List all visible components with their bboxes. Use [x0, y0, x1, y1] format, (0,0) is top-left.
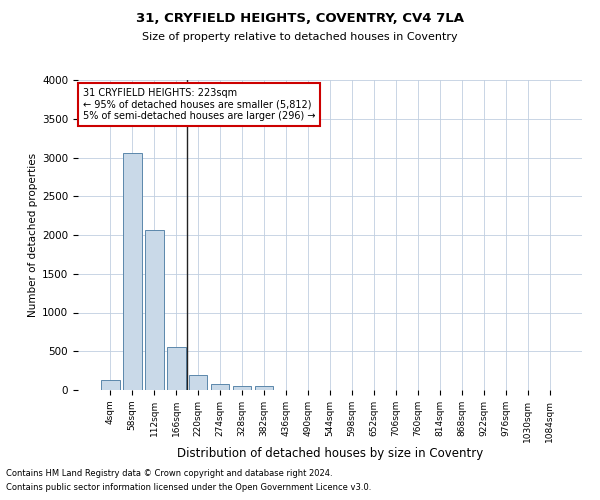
Bar [211, 384, 229, 390]
Y-axis label: Number of detached properties: Number of detached properties [28, 153, 38, 317]
Text: 31 CRYFIELD HEIGHTS: 223sqm
← 95% of detached houses are smaller (5,812)
5% of s: 31 CRYFIELD HEIGHTS: 223sqm ← 95% of det… [83, 88, 316, 121]
Text: 31, CRYFIELD HEIGHTS, COVENTRY, CV4 7LA: 31, CRYFIELD HEIGHTS, COVENTRY, CV4 7LA [136, 12, 464, 26]
Bar [145, 230, 164, 390]
Text: Contains public sector information licensed under the Open Government Licence v3: Contains public sector information licen… [6, 484, 371, 492]
Bar [255, 386, 274, 390]
Text: Contains HM Land Registry data © Crown copyright and database right 2024.: Contains HM Land Registry data © Crown c… [6, 468, 332, 477]
Bar [123, 153, 142, 390]
Bar [189, 376, 208, 390]
Bar [167, 346, 185, 390]
Bar [233, 386, 251, 390]
Text: Size of property relative to detached houses in Coventry: Size of property relative to detached ho… [142, 32, 458, 42]
X-axis label: Distribution of detached houses by size in Coventry: Distribution of detached houses by size … [177, 448, 483, 460]
Bar [101, 380, 119, 390]
